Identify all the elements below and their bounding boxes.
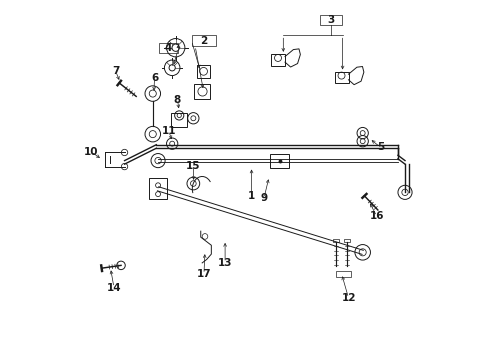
Bar (149, 178, 166, 199)
Text: 2: 2 (200, 36, 207, 46)
Text: 1: 1 (247, 191, 255, 201)
Bar (197, 65, 210, 78)
Bar (334, 72, 348, 83)
Text: 11: 11 (161, 126, 176, 136)
Bar (194, 84, 210, 99)
Bar (270, 54, 285, 66)
Bar (269, 153, 289, 168)
Text: 10: 10 (83, 147, 98, 157)
Bar (191, 35, 216, 46)
Bar (171, 113, 186, 127)
Text: 8: 8 (174, 95, 181, 104)
Bar (343, 239, 349, 242)
Text: 12: 12 (341, 293, 355, 303)
Text: 5: 5 (376, 142, 383, 152)
Text: 4: 4 (164, 43, 172, 53)
Text: 15: 15 (186, 161, 200, 171)
Text: 6: 6 (151, 73, 158, 83)
Text: 7: 7 (112, 66, 119, 76)
Text: 3: 3 (326, 15, 334, 25)
Text: 9: 9 (260, 193, 267, 203)
Bar (332, 239, 339, 242)
Bar (159, 43, 178, 53)
Text: 13: 13 (217, 258, 232, 268)
Bar (335, 271, 350, 277)
Text: 16: 16 (369, 211, 383, 221)
Text: 14: 14 (106, 283, 121, 293)
Bar (320, 15, 341, 26)
Text: 17: 17 (196, 269, 211, 279)
